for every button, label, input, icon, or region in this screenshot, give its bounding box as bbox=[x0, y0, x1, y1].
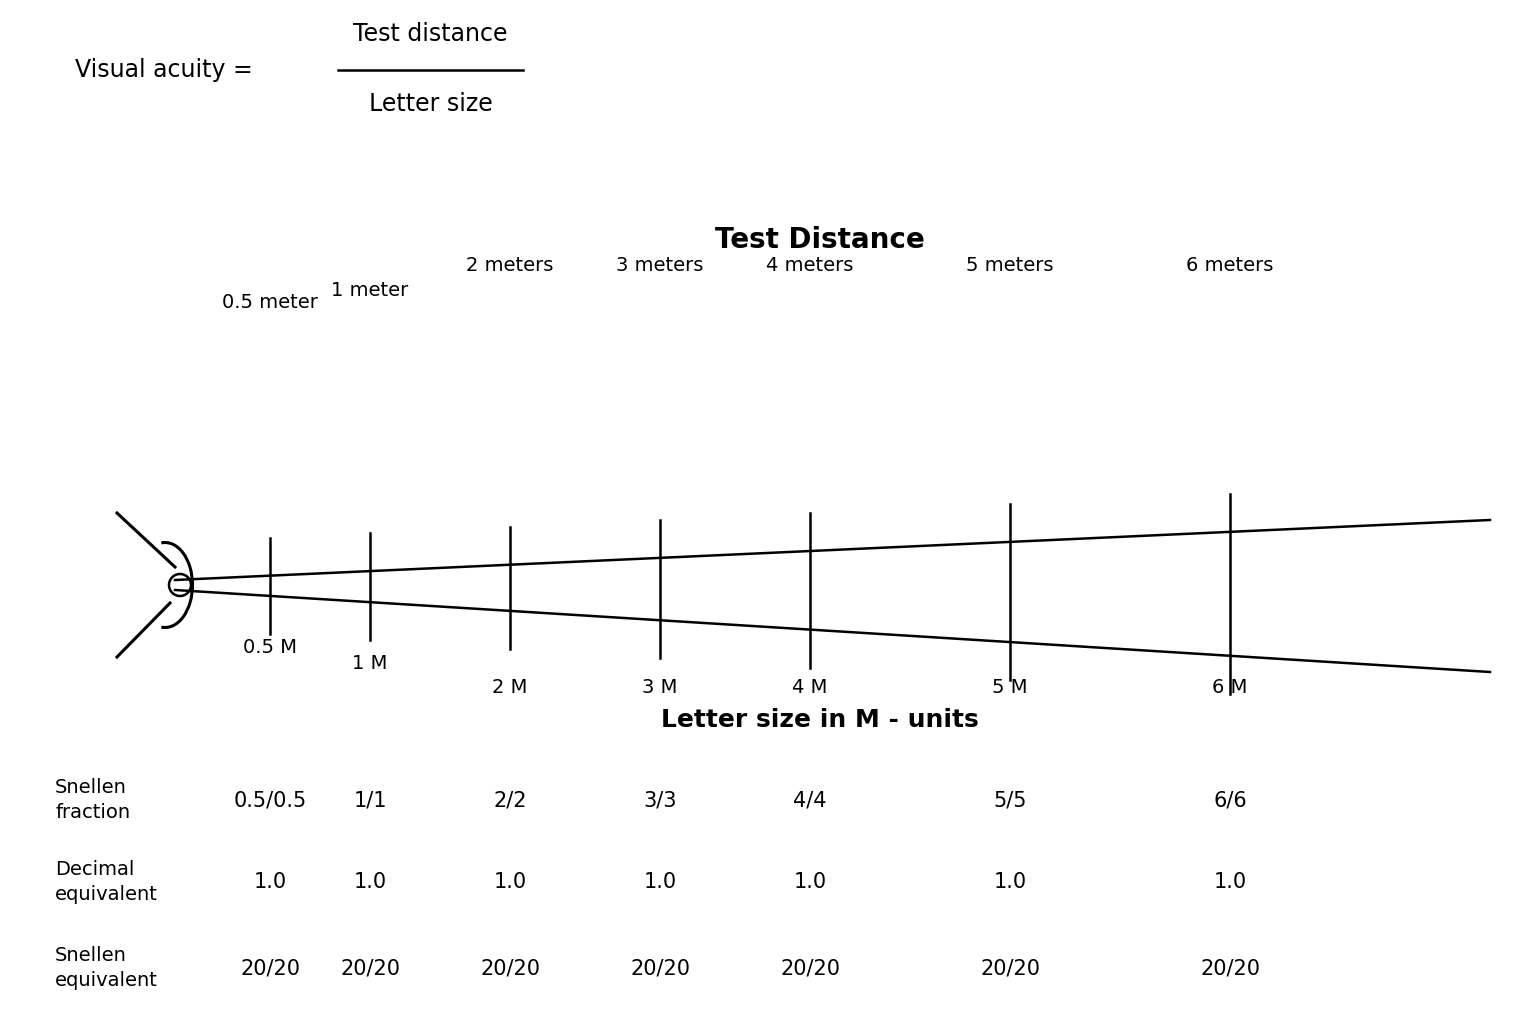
Text: 1/1: 1/1 bbox=[353, 790, 387, 810]
Text: 1.0: 1.0 bbox=[994, 872, 1026, 892]
Text: 20/20: 20/20 bbox=[339, 958, 399, 978]
Text: Test Distance: Test Distance bbox=[716, 226, 925, 254]
Text: 6/6: 6/6 bbox=[1213, 790, 1247, 810]
Text: 4/4: 4/4 bbox=[793, 790, 826, 810]
Text: Snellen
fraction: Snellen fraction bbox=[55, 778, 131, 822]
Text: 5 meters: 5 meters bbox=[966, 256, 1054, 275]
Text: 2/2: 2/2 bbox=[493, 790, 527, 810]
Text: Letter size in M - units: Letter size in M - units bbox=[660, 708, 978, 732]
Text: 1.0: 1.0 bbox=[1213, 872, 1247, 892]
Text: 1 M: 1 M bbox=[352, 654, 387, 673]
Text: Test distance: Test distance bbox=[353, 22, 508, 46]
Text: 2 M: 2 M bbox=[493, 678, 528, 697]
Text: 20/20: 20/20 bbox=[980, 958, 1040, 978]
Text: 6 meters: 6 meters bbox=[1186, 256, 1273, 275]
Text: 1.0: 1.0 bbox=[353, 872, 387, 892]
Text: 20/20: 20/20 bbox=[630, 958, 690, 978]
Text: 2 meters: 2 meters bbox=[467, 256, 553, 275]
Text: 0.5 M: 0.5 M bbox=[243, 638, 296, 657]
Text: 4 meters: 4 meters bbox=[766, 256, 854, 275]
Text: Snellen
equivalent: Snellen equivalent bbox=[55, 946, 158, 990]
Text: Letter size: Letter size bbox=[369, 92, 493, 116]
Text: 5/5: 5/5 bbox=[994, 790, 1026, 810]
Text: 1.0: 1.0 bbox=[253, 872, 287, 892]
Text: Decimal
equivalent: Decimal equivalent bbox=[55, 860, 158, 904]
Text: 20/20: 20/20 bbox=[240, 958, 300, 978]
Text: 3 M: 3 M bbox=[642, 678, 677, 697]
Text: 0.5/0.5: 0.5/0.5 bbox=[233, 790, 307, 810]
Text: 4 M: 4 M bbox=[793, 678, 828, 697]
Text: 3/3: 3/3 bbox=[644, 790, 677, 810]
Text: 1.0: 1.0 bbox=[794, 872, 826, 892]
Text: 0.5 meter: 0.5 meter bbox=[223, 293, 318, 312]
Text: 1.0: 1.0 bbox=[493, 872, 527, 892]
Text: 5 M: 5 M bbox=[992, 678, 1028, 697]
Text: 20/20: 20/20 bbox=[479, 958, 541, 978]
Text: 20/20: 20/20 bbox=[780, 958, 840, 978]
Text: 20/20: 20/20 bbox=[1200, 958, 1260, 978]
Text: 1 meter: 1 meter bbox=[332, 281, 409, 300]
Text: Visual acuity =: Visual acuity = bbox=[75, 58, 260, 82]
Text: 6 M: 6 M bbox=[1212, 678, 1247, 697]
Text: 1.0: 1.0 bbox=[644, 872, 676, 892]
Text: 3 meters: 3 meters bbox=[616, 256, 703, 275]
